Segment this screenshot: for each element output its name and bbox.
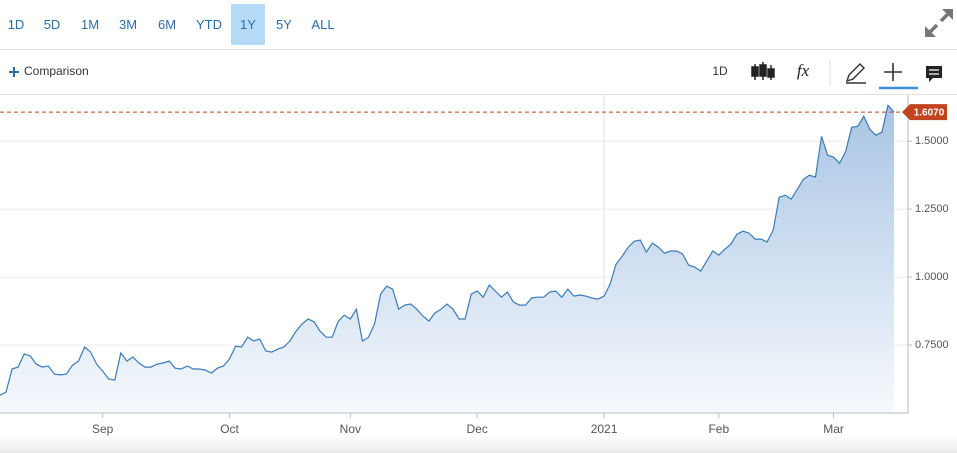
range-toolbar: 1D 5D 1M 3M 6M YTD 1Y 5Y ALL <box>0 0 957 50</box>
y-tick-label: 1.0000 <box>915 271 949 283</box>
chart-type-icon[interactable] <box>751 62 775 80</box>
crosshair-icon[interactable] <box>884 63 902 81</box>
range-button[interactable]: 6M <box>157 17 177 32</box>
range-button[interactable]: ALL <box>311 17 335 32</box>
bottom-shadow <box>0 435 957 453</box>
expand-icon[interactable] <box>922 6 956 40</box>
interval-button[interactable]: 1D <box>712 64 728 78</box>
range-button[interactable]: 5Y <box>276 17 292 32</box>
studies-icon[interactable]: fx <box>797 61 810 80</box>
x-tick-label: Dec <box>467 422 488 436</box>
x-tick-label: Oct <box>220 422 239 436</box>
range-button[interactable]: 3M <box>118 17 138 32</box>
y-tick-label: 1.2500 <box>915 203 949 215</box>
y-tick-label: 0.7500 <box>915 339 949 351</box>
price-line <box>0 104 895 396</box>
x-tick-label: Mar <box>823 422 844 436</box>
area-fill <box>0 105 894 414</box>
comparison-label[interactable]: Comparison <box>24 64 89 78</box>
chart: 0.7500 1.0000 1.2500 1.5000 Sep Oct Nov Dec 2021… <box>0 95 957 453</box>
range-button[interactable]: 1M <box>80 17 100 32</box>
x-tick-label: Nov <box>340 422 361 436</box>
last-value-label: 1.6070 <box>914 107 945 118</box>
toolbar-icons: Comparison 1D fx <box>9 60 942 90</box>
x-tick-label: 2021 <box>591 422 618 436</box>
add-comparison[interactable]: Comparison <box>9 64 89 78</box>
x-tick-label: Sep <box>92 422 114 436</box>
chart-toolbar: Comparison 1D fx <box>0 50 957 95</box>
last-value-badge <box>902 104 947 121</box>
range-button[interactable]: 1Y <box>231 4 265 45</box>
range-button[interactable]: 1D <box>7 17 25 32</box>
draw-icon[interactable] <box>845 63 866 84</box>
range-button[interactable]: 5D <box>43 17 61 32</box>
range-button[interactable]: YTD <box>196 17 222 32</box>
y-tick-label: 1.5000 <box>915 135 949 147</box>
x-tick-label: Feb <box>708 422 729 436</box>
